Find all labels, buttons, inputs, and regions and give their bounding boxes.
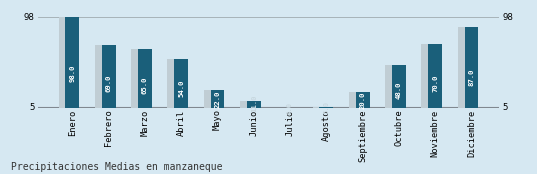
Text: 65.0: 65.0 [142,76,148,94]
Bar [175,60,188,112]
Bar [313,107,324,112]
Bar [131,49,143,112]
Bar [247,101,260,112]
Bar [283,108,297,112]
Text: 48.0: 48.0 [396,82,402,99]
Bar [458,27,469,112]
Text: 4.0: 4.0 [287,102,293,115]
Bar [392,65,406,112]
Bar [320,107,333,112]
Text: 20.0: 20.0 [360,91,366,109]
Bar [59,17,70,112]
Bar [277,108,288,112]
Bar [422,44,433,112]
Text: 54.0: 54.0 [178,80,184,97]
Bar [356,92,369,112]
Bar [429,44,442,112]
Bar [102,45,115,112]
Text: 70.0: 70.0 [432,74,438,92]
Bar [204,90,215,112]
Bar [95,45,106,112]
Text: Precipitaciones Medias en manzaneque: Precipitaciones Medias en manzaneque [11,162,222,172]
Text: 5.0: 5.0 [323,101,329,114]
Text: 11.0: 11.0 [251,94,257,112]
Bar [465,27,478,112]
Text: 87.0: 87.0 [468,69,475,86]
Text: 69.0: 69.0 [106,75,112,92]
Bar [349,92,360,112]
Bar [66,17,79,112]
Bar [385,65,397,112]
Bar [240,101,252,112]
Text: 22.0: 22.0 [214,91,221,108]
Text: 98.0: 98.0 [69,65,75,82]
Bar [168,60,179,112]
Bar [211,90,224,112]
Bar [138,49,152,112]
